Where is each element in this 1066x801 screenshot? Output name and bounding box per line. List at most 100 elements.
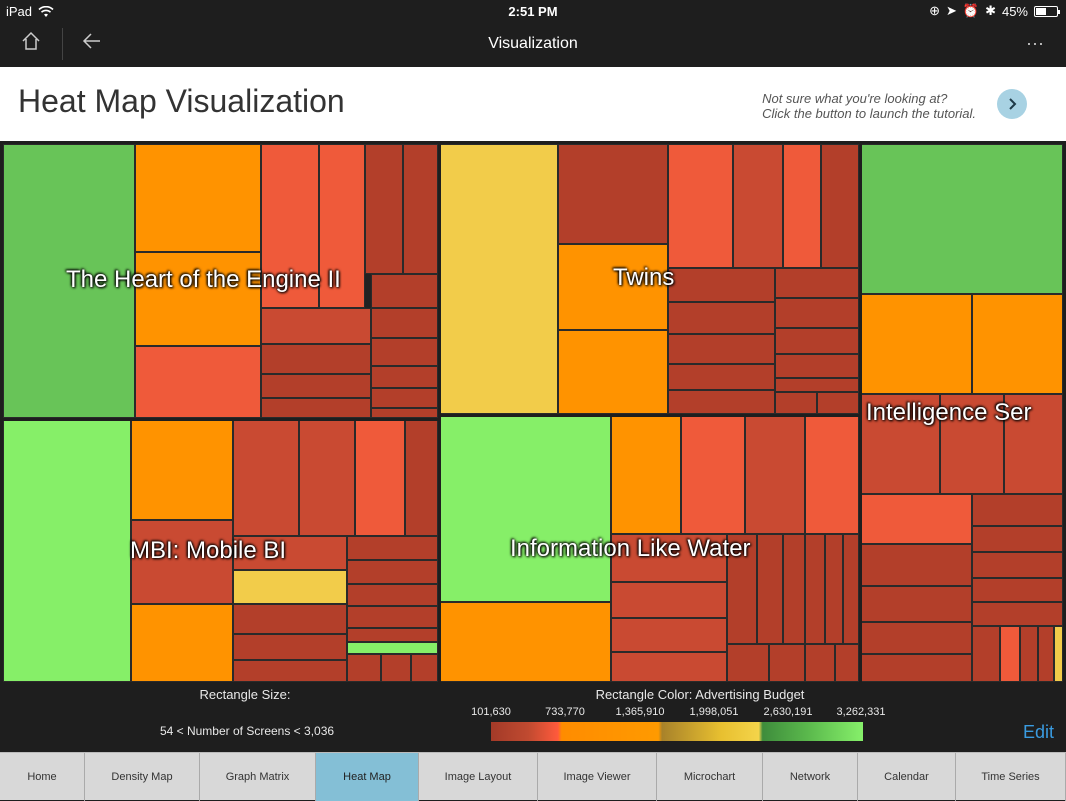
treemap-cell[interactable] <box>347 642 438 654</box>
treemap-cell[interactable] <box>233 418 299 536</box>
home-icon[interactable] <box>16 30 46 58</box>
treemap-cell[interactable] <box>860 494 972 544</box>
treemap-cell[interactable] <box>558 144 668 244</box>
treemap-cell[interactable] <box>355 418 405 536</box>
treemap-cell[interactable] <box>972 626 1000 682</box>
treemap-cell[interactable] <box>783 144 821 268</box>
tab-home[interactable]: Home <box>0 753 85 801</box>
treemap-cell[interactable] <box>135 144 261 252</box>
tab-image-viewer[interactable]: Image Viewer <box>538 753 657 801</box>
treemap-cell[interactable] <box>131 604 233 682</box>
tab-microchart[interactable]: Microchart <box>657 753 763 801</box>
treemap-cell[interactable] <box>131 520 233 604</box>
treemap-cell[interactable] <box>381 654 411 682</box>
treemap-cell[interactable] <box>371 408 438 418</box>
treemap-cell[interactable] <box>371 338 438 366</box>
treemap-cell[interactable] <box>347 606 438 628</box>
treemap-cell[interactable] <box>843 534 859 644</box>
treemap-cell[interactable] <box>3 144 135 418</box>
treemap-cell[interactable] <box>319 144 365 308</box>
treemap-cell[interactable] <box>440 602 611 682</box>
treemap-cell[interactable] <box>972 526 1063 552</box>
treemap-cell[interactable] <box>972 494 1063 526</box>
treemap-cell[interactable] <box>775 268 859 298</box>
treemap-cell[interactable] <box>860 654 972 682</box>
tab-image-layout[interactable]: Image Layout <box>419 753 538 801</box>
treemap-cell[interactable] <box>860 144 1063 294</box>
treemap-cell[interactable] <box>769 644 805 682</box>
treemap-cell[interactable] <box>745 414 805 534</box>
tab-calendar[interactable]: Calendar <box>858 753 956 801</box>
treemap-cell[interactable] <box>775 378 859 392</box>
treemap-cell[interactable] <box>233 536 347 570</box>
treemap-cell[interactable] <box>131 418 233 520</box>
treemap-cell[interactable] <box>558 330 668 414</box>
treemap-cell[interactable] <box>733 144 783 268</box>
treemap-cell[interactable] <box>775 328 859 354</box>
treemap-cell[interactable] <box>347 536 438 560</box>
treemap-cell[interactable] <box>347 584 438 606</box>
treemap-cell[interactable] <box>783 534 805 644</box>
treemap-cell[interactable] <box>835 644 859 682</box>
treemap-cell[interactable] <box>860 394 940 494</box>
treemap-cell[interactable] <box>972 602 1063 626</box>
treemap-cell[interactable] <box>347 628 438 642</box>
edit-button[interactable]: Edit <box>1022 722 1054 742</box>
more-dots-icon[interactable]: ··· <box>1026 33 1044 53</box>
tab-graph-matrix[interactable]: Graph Matrix <box>200 753 316 801</box>
treemap-cell[interactable] <box>440 414 611 602</box>
treemap-cell[interactable] <box>825 534 843 644</box>
treemap-cell[interactable] <box>611 582 727 618</box>
treemap-cell[interactable] <box>860 294 972 394</box>
treemap-cell[interactable] <box>3 418 131 682</box>
treemap-cell[interactable] <box>681 414 745 534</box>
treemap-cell[interactable] <box>371 274 438 308</box>
tutorial-button[interactable] <box>997 89 1027 119</box>
tab-heat-map[interactable]: Heat Map <box>316 753 419 801</box>
treemap-cell[interactable] <box>668 390 775 414</box>
treemap-cell[interactable] <box>775 298 859 328</box>
treemap-cell[interactable] <box>611 414 681 534</box>
treemap-cell[interactable] <box>668 268 775 302</box>
treemap-cell[interactable] <box>261 344 371 374</box>
treemap-cell[interactable] <box>1038 626 1054 682</box>
treemap-cell[interactable] <box>261 398 371 418</box>
treemap-cell[interactable] <box>940 394 1004 494</box>
treemap-cell[interactable] <box>405 418 438 536</box>
tab-density-map[interactable]: Density Map <box>85 753 200 801</box>
treemap-cell[interactable] <box>805 534 825 644</box>
treemap-cell[interactable] <box>860 586 972 622</box>
treemap-cell[interactable] <box>668 364 775 390</box>
treemap-cell[interactable] <box>1020 626 1038 682</box>
tab-network[interactable]: Network <box>763 753 858 801</box>
treemap-cell[interactable] <box>440 144 558 414</box>
treemap-cell[interactable] <box>860 544 972 586</box>
treemap-cell[interactable] <box>757 534 783 644</box>
treemap-cell[interactable] <box>668 144 733 268</box>
tab-time-series[interactable]: Time Series <box>956 753 1066 801</box>
treemap-cell[interactable] <box>1000 626 1020 682</box>
treemap-cell[interactable] <box>972 578 1063 602</box>
treemap-cell[interactable] <box>668 302 775 334</box>
treemap-cell[interactable] <box>1054 626 1063 682</box>
treemap-cell[interactable] <box>403 144 438 274</box>
treemap-cell[interactable] <box>233 570 347 604</box>
treemap-cell[interactable] <box>775 354 859 378</box>
treemap-cell[interactable] <box>611 534 727 582</box>
treemap-cell[interactable] <box>233 660 347 682</box>
treemap-cell[interactable] <box>371 308 438 338</box>
back-arrow-icon[interactable] <box>77 30 107 58</box>
treemap-cell[interactable] <box>817 392 859 414</box>
treemap-cell[interactable] <box>233 634 347 660</box>
treemap-cell[interactable] <box>347 654 381 682</box>
treemap-cell[interactable] <box>727 644 769 682</box>
treemap-cell[interactable] <box>347 560 438 584</box>
treemap-cell[interactable] <box>611 652 727 682</box>
treemap-cell[interactable] <box>668 334 775 364</box>
treemap-cell[interactable] <box>805 414 859 534</box>
treemap-cell[interactable] <box>411 654 438 682</box>
treemap-cell[interactable] <box>261 308 371 344</box>
treemap-cell[interactable] <box>821 144 859 268</box>
treemap-cell[interactable] <box>611 618 727 652</box>
treemap-cell[interactable] <box>261 374 371 398</box>
